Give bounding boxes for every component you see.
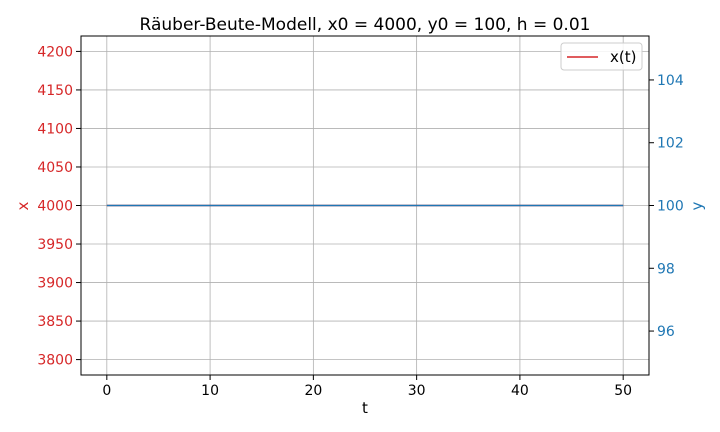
right-y-axis: 96 98 100 102 104 (649, 73, 684, 340)
left-y-tick-label: 4150 (37, 83, 73, 99)
left-y-tick-label: 4000 (37, 199, 73, 215)
x-tick-label: 20 (304, 383, 322, 399)
legend-label-x: x(t) (610, 48, 636, 66)
right-y-tick-label: 102 (657, 136, 684, 152)
right-y-axis-label: y (688, 201, 706, 210)
legend-box (560, 42, 643, 71)
left-y-tick-label: 3800 (37, 353, 73, 369)
right-y-tick-label: 100 (657, 199, 684, 215)
left-y-tick-label: 3850 (37, 314, 73, 330)
right-y-tick-label: 96 (657, 324, 675, 340)
left-y-tick-label: 4200 (37, 44, 73, 60)
right-y-tick-label: 104 (657, 73, 684, 89)
left-y-axis-label: x (14, 201, 32, 210)
left-y-axis: 3800 3850 3900 3950 4000 4050 4100 4150 4200 (37, 44, 81, 369)
legend: x(t) (560, 42, 643, 71)
x-tick-label: 30 (408, 383, 426, 399)
x-tick-label: 50 (614, 383, 632, 399)
left-y-tick-label: 3900 (37, 276, 73, 292)
x-axis-label: t (362, 399, 368, 417)
right-y-tick-label: 98 (657, 261, 675, 277)
left-y-tick-label: 4100 (37, 121, 73, 137)
left-y-tick-label: 3950 (37, 237, 73, 253)
x-tick-label: 10 (201, 383, 219, 399)
x-axis: 0 10 20 30 40 50 (102, 375, 632, 399)
chart-title: Räuber-Beute-Modell, x0 = 4000, y0 = 100… (140, 15, 591, 35)
x-tick-label: 0 (102, 383, 111, 399)
x-tick-label: 40 (511, 383, 529, 399)
left-y-tick-label: 4050 (37, 160, 73, 176)
